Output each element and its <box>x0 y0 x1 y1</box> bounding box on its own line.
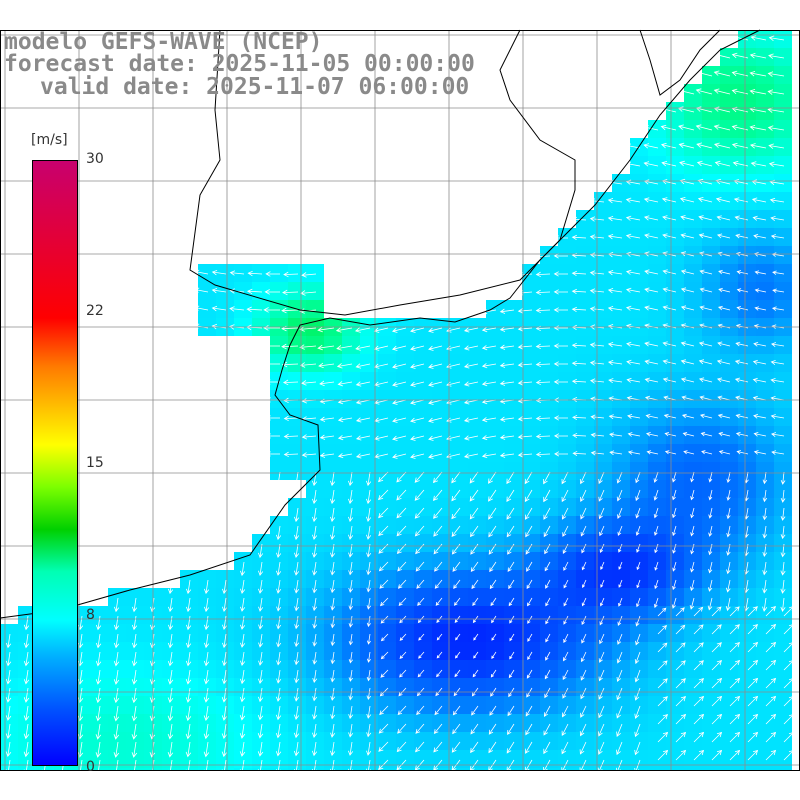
colorbar <box>32 160 78 766</box>
forecast-date: forecast date: 2025-11-05 00:00:00 <box>4 51 475 77</box>
wind-vector-field <box>5 34 795 776</box>
colorbar-tick-15: 15 <box>86 455 104 471</box>
graticule <box>0 30 800 770</box>
colorbar-unit: [m/s] <box>31 132 68 148</box>
land-border <box>189 29 576 316</box>
coastline <box>0 29 761 619</box>
map-title: modelo GEFS-WAVE (NCEP) <box>4 29 323 55</box>
valid-date: valid date: 2025-11-07 06:00:00 <box>40 74 470 100</box>
lagoon-border <box>639 29 721 96</box>
colorbar-tick-8: 8 <box>86 607 95 623</box>
colorbar-tick-22: 22 <box>86 303 104 319</box>
colorbar-tick-0: 0 <box>86 759 95 775</box>
colorbar-tick-30: 30 <box>86 151 104 167</box>
wind-speed-field <box>0 30 792 770</box>
